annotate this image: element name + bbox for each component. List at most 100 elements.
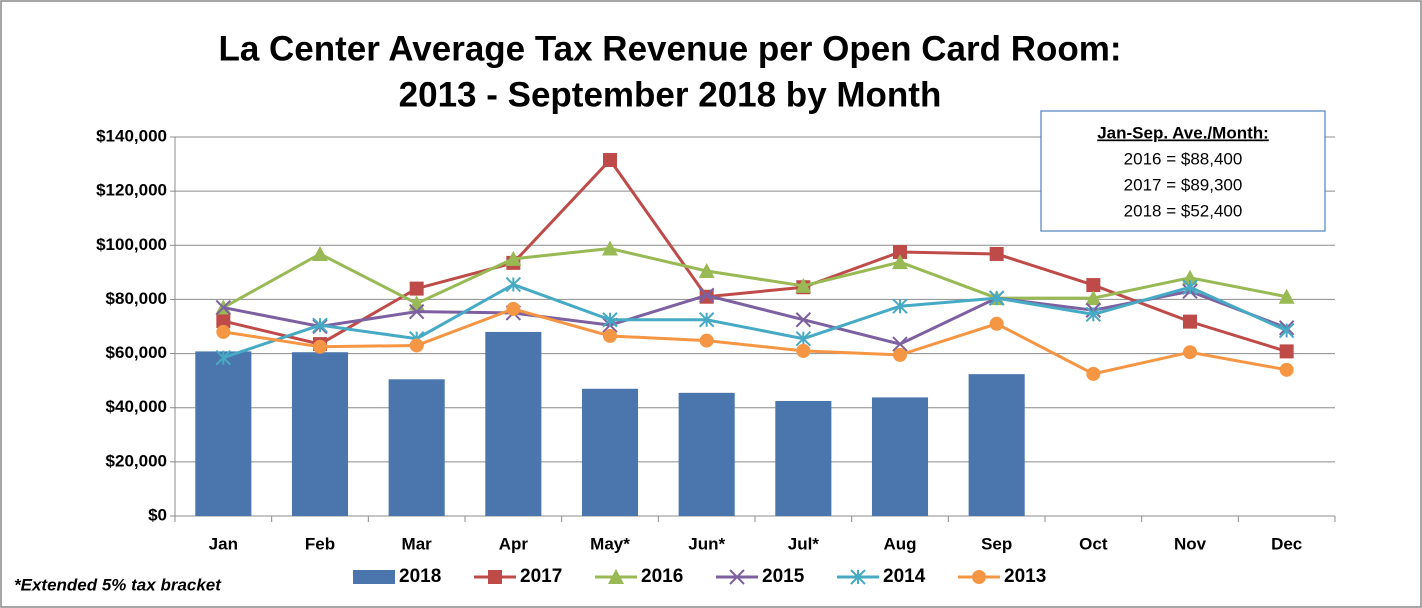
annotation-box xyxy=(1040,110,1326,232)
y-tick-label: $80,000 xyxy=(106,289,167,308)
legend-label: 2013 xyxy=(1004,566,1046,587)
line xyxy=(222,157,1288,353)
x-tick-label: Sep xyxy=(981,534,1012,553)
marker xyxy=(312,317,328,333)
marker xyxy=(602,240,618,256)
marker xyxy=(1182,269,1198,285)
y-tick-label: $20,000 xyxy=(106,451,167,470)
marker xyxy=(215,349,232,366)
line xyxy=(222,247,1287,309)
legend-label: 2018 xyxy=(399,566,441,587)
marker xyxy=(892,336,908,352)
marker xyxy=(1278,288,1295,304)
marker xyxy=(893,347,907,362)
marker xyxy=(1183,314,1197,329)
marker xyxy=(1279,344,1294,359)
marker xyxy=(699,333,714,348)
marker xyxy=(603,153,617,168)
marker xyxy=(698,263,715,279)
marker xyxy=(729,569,745,585)
legend-label: 2015 xyxy=(762,566,805,587)
legend-label: 2017 xyxy=(520,566,562,587)
bar xyxy=(485,331,542,516)
marker xyxy=(506,301,521,316)
marker xyxy=(313,339,327,354)
line xyxy=(223,289,1288,346)
marker xyxy=(698,287,715,304)
bar xyxy=(775,400,832,516)
bar xyxy=(581,388,639,516)
x-tick-label: Aug xyxy=(883,534,916,553)
x-tick-label: Feb xyxy=(305,534,335,553)
marker xyxy=(1086,278,1101,293)
x-tick-label: Mar xyxy=(402,534,433,553)
marker xyxy=(216,314,231,329)
y-tick-label: $40,000 xyxy=(106,397,167,416)
bar xyxy=(195,351,252,516)
marker xyxy=(409,338,424,353)
y-tick-label: $60,000 xyxy=(106,343,167,362)
marker xyxy=(795,277,812,293)
legend-label: 2016 xyxy=(641,566,683,587)
y-tick-label: $140,000 xyxy=(96,126,167,145)
line xyxy=(223,307,1287,376)
legend-label: 2014 xyxy=(883,566,926,587)
y-tick-label: $120,000 xyxy=(96,181,167,200)
chart-title: 2013 - September 2018 by Month xyxy=(399,75,942,114)
footnote: *Extended 5% tax bracket xyxy=(14,575,222,594)
bar xyxy=(871,397,929,516)
marker xyxy=(892,254,908,270)
x-tick-label: Dec xyxy=(1271,534,1302,553)
marker xyxy=(1182,279,1198,295)
y-tick-label: $100,000 xyxy=(96,235,167,254)
x-tick-label: Jul* xyxy=(788,534,820,553)
legend-swatch xyxy=(353,570,395,584)
marker xyxy=(972,570,986,584)
marker xyxy=(989,316,1004,331)
marker xyxy=(215,299,232,316)
marker xyxy=(1278,322,1295,339)
marker xyxy=(608,569,624,584)
annotation-line: 2017 = $89,300 xyxy=(1124,175,1243,194)
marker xyxy=(602,312,618,328)
x-tick-label: Jan xyxy=(209,534,238,553)
y-tick-label: $0 xyxy=(148,505,167,524)
bar xyxy=(968,374,1025,516)
chart-title: La Center Average Tax Revenue per Open C… xyxy=(218,29,1121,68)
marker xyxy=(850,569,866,585)
marker xyxy=(603,328,617,343)
annotation-line: 2016 = $88,400 xyxy=(1124,149,1243,168)
marker xyxy=(1279,362,1294,377)
line xyxy=(222,282,1288,360)
marker xyxy=(1085,306,1102,323)
marker xyxy=(488,570,502,584)
marker xyxy=(988,290,1005,306)
bar xyxy=(291,352,349,516)
annotation-title: Jan-Sep. Ave./Month: xyxy=(1097,123,1269,142)
marker xyxy=(505,250,522,266)
annotation-line: 2018 = $52,400 xyxy=(1124,201,1243,220)
marker xyxy=(893,245,907,260)
marker xyxy=(1183,345,1197,360)
marker xyxy=(1086,366,1101,381)
x-tick-label: Jun* xyxy=(688,534,725,553)
marker xyxy=(505,276,522,293)
marker xyxy=(989,246,1004,261)
marker xyxy=(409,281,424,296)
marker xyxy=(795,330,812,347)
marker xyxy=(892,298,908,314)
marker xyxy=(312,245,328,261)
bar xyxy=(678,392,735,516)
x-tick-label: Apr xyxy=(499,534,529,553)
marker xyxy=(408,303,425,320)
marker xyxy=(795,312,812,328)
marker xyxy=(698,312,715,328)
x-tick-label: Nov xyxy=(1174,534,1207,553)
x-tick-label: Oct xyxy=(1079,534,1108,553)
bar xyxy=(388,379,445,516)
marker xyxy=(216,324,231,339)
marker xyxy=(796,343,811,358)
x-tick-label: May* xyxy=(590,534,630,553)
marker xyxy=(1085,290,1102,306)
